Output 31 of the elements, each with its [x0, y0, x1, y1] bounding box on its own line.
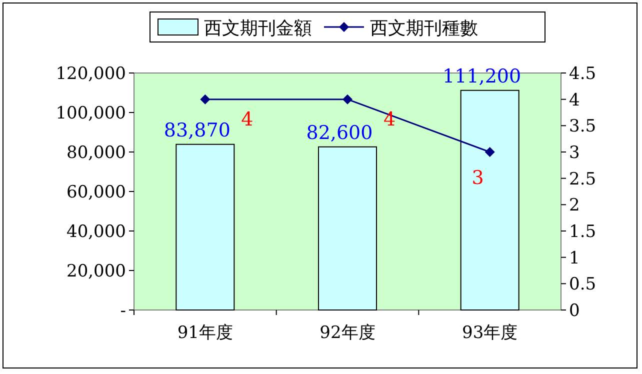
y2-tick-label: 0.5	[569, 274, 596, 295]
y2-tick-label: 3	[569, 143, 580, 163]
data-label: 4	[383, 108, 396, 130]
bar	[460, 90, 520, 310]
y2-tick-label: 0	[569, 301, 580, 321]
data-label: 83,870	[164, 119, 230, 142]
y2-tick-label: 1.5	[569, 222, 596, 242]
y-tick-label: 120,000	[56, 64, 126, 84]
y2-tick-label: 2.5	[569, 169, 596, 190]
y-tick-label: 60,000	[66, 182, 126, 202]
x-tick-label: 93年度	[462, 323, 518, 343]
y2-tick-label: 3.5	[569, 116, 596, 137]
legend-label: 西文期刊金額	[204, 18, 312, 39]
y-tick-label: 40,000	[66, 222, 126, 242]
y2-tick-label: 4	[569, 90, 580, 110]
x-tick-label: 92年度	[320, 323, 376, 343]
data-label: 4	[241, 108, 254, 130]
data-label: 82,600	[306, 122, 373, 144]
y2-tick-label: 4.5	[569, 64, 596, 84]
bar	[318, 146, 377, 310]
bar	[176, 144, 235, 310]
y2-tick-label: 2	[569, 196, 580, 216]
x-tick-label: 91年度	[177, 323, 233, 343]
y-tick-label: 100,000	[56, 104, 126, 124]
y-tick-label: 20,000	[66, 262, 126, 282]
data-label: 3	[472, 167, 484, 189]
y-tick-label: -	[120, 301, 126, 321]
y-tick-label: 80,000	[66, 143, 126, 163]
legend-label: 西文期刊種數	[370, 18, 478, 39]
y2-tick-label: 1	[569, 248, 580, 268]
data-label: 111,200	[442, 65, 522, 88]
